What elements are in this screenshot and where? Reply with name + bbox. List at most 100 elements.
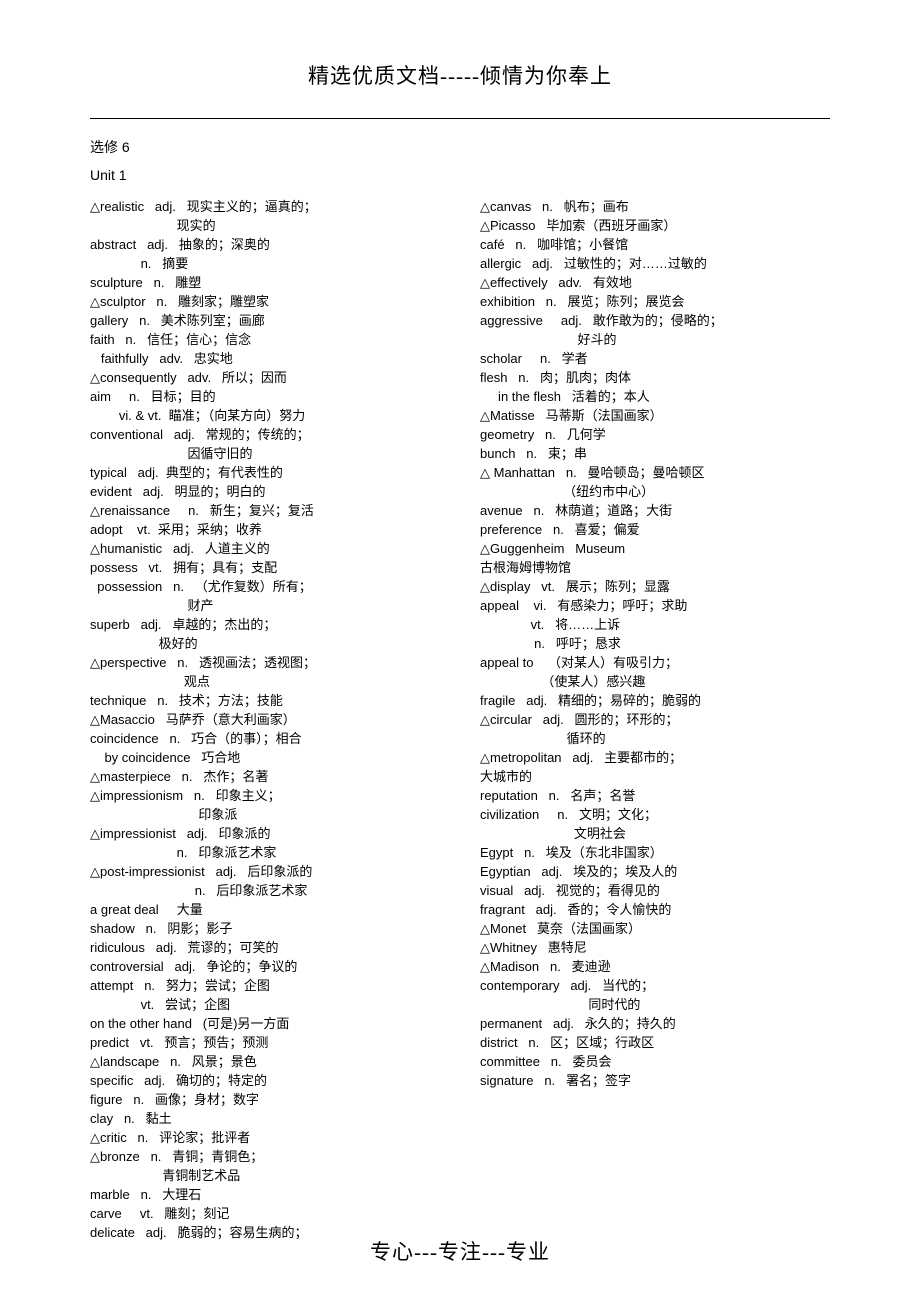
vocab-line: 好斗的 — [480, 330, 830, 349]
vocab-line: fragrant adj. 香的；令人愉快的 — [480, 900, 830, 919]
unit-label: Unit 1 — [90, 167, 830, 183]
vocab-line: faith n. 信任；信心；信念 — [90, 330, 440, 349]
vocab-line: n. 后印象派艺术家 — [90, 881, 440, 900]
vocab-line: 现实的 — [90, 216, 440, 235]
vocab-line: preference n. 喜爱；偏爱 — [480, 520, 830, 539]
vocab-line: shadow n. 阴影；影子 — [90, 919, 440, 938]
vocab-line: permanent adj. 永久的；持久的 — [480, 1014, 830, 1033]
vocab-line: 同时代的 — [480, 995, 830, 1014]
vocab-line: by coincidence 巧合地 — [90, 748, 440, 767]
vocab-line: figure n. 画像；身材；数字 — [90, 1090, 440, 1109]
vocab-line: vi. & vt. 瞄准；（向某方向）努力 — [90, 406, 440, 425]
vocab-line: in the flesh 活着的；本人 — [480, 387, 830, 406]
vocab-line: ridiculous adj. 荒谬的；可笑的 — [90, 938, 440, 957]
vocab-line: 古根海姆博物馆 — [480, 558, 830, 577]
vocab-line: n. 呼吁；恳求 — [480, 634, 830, 653]
vocab-line: evident adj. 明显的；明白的 — [90, 482, 440, 501]
vocab-line: vt. 将……上诉 — [480, 615, 830, 634]
vocab-line: n. 摘要 — [90, 254, 440, 273]
vocab-line: exhibition n. 展览；陈列；展览会 — [480, 292, 830, 311]
vocab-line: flesh n. 肉；肌肉；肉体 — [480, 368, 830, 387]
vocab-line: 因循守旧的 — [90, 444, 440, 463]
vocab-line: 循环的 — [480, 729, 830, 748]
vocab-line: （使某人）感兴趣 — [480, 672, 830, 691]
vocab-line: △circular adj. 圆形的；环形的； — [480, 710, 830, 729]
vocab-line: aggressive adj. 敢作敢为的；侵略的； — [480, 311, 830, 330]
vocab-line: controversial adj. 争论的；争议的 — [90, 957, 440, 976]
right-column: △canvas n. 帆布；画布△Picasso 毕加索（西班牙画家）café … — [480, 197, 830, 1242]
vocab-line: △masterpiece n. 杰作；名著 — [90, 767, 440, 786]
vocab-line: appeal to （对某人）有吸引力； — [480, 653, 830, 672]
vocab-line: civilization n. 文明；文化； — [480, 805, 830, 824]
vocab-line: marble n. 大理石 — [90, 1185, 440, 1204]
header-rule — [90, 118, 830, 119]
vocab-line: △renaissance n. 新生；复兴；复活 — [90, 501, 440, 520]
vocab-line: on the other hand (可是)另一方面 — [90, 1014, 440, 1033]
vocab-line: （纽约市中心） — [480, 482, 830, 501]
vocab-line: △Masaccio 马萨乔（意大利画家） — [90, 710, 440, 729]
vocab-line: △landscape n. 风景；景色 — [90, 1052, 440, 1071]
vocab-line: △Matisse 马蒂斯（法国画家） — [480, 406, 830, 425]
vocab-line: committee n. 委员会 — [480, 1052, 830, 1071]
vocab-line: fragile adj. 精细的；易碎的；脆弱的 — [480, 691, 830, 710]
vocab-line: △perspective n. 透视画法；透视图； — [90, 653, 440, 672]
vocab-line: 青铜制艺术品 — [90, 1166, 440, 1185]
vocab-line: △canvas n. 帆布；画布 — [480, 197, 830, 216]
vocab-line: △effectively adv. 有效地 — [480, 273, 830, 292]
vocab-line: 大城市的 — [480, 767, 830, 786]
section-label: 选修 6 — [90, 137, 830, 157]
vocab-line: 观点 — [90, 672, 440, 691]
vocab-line: faithfully adv. 忠实地 — [90, 349, 440, 368]
page-footer-title: 专心---专注---专业 — [0, 1236, 920, 1266]
vocab-line: vt. 尝试；企图 — [90, 995, 440, 1014]
vocab-line: café n. 咖啡馆；小餐馆 — [480, 235, 830, 254]
vocab-line: sculpture n. 雕塑 — [90, 273, 440, 292]
vocab-line: adopt vt. 采用；采纳；收养 — [90, 520, 440, 539]
vocab-line: appeal vi. 有感染力；呼吁；求助 — [480, 596, 830, 615]
vocab-line: 印象派 — [90, 805, 440, 824]
vocab-line: △critic n. 评论家；批评者 — [90, 1128, 440, 1147]
vocab-line: △bronze n. 青铜；青铜色； — [90, 1147, 440, 1166]
vocab-line: specific adj. 确切的；特定的 — [90, 1071, 440, 1090]
vocab-line: coincidence n. 巧合（的事）；相合 — [90, 729, 440, 748]
vocab-line: △humanistic adj. 人道主义的 — [90, 539, 440, 558]
left-column: △realistic adj. 现实主义的；逼真的； 现实的abstract a… — [90, 197, 440, 1242]
vocab-line: avenue n. 林荫道；道路；大街 — [480, 501, 830, 520]
vocab-line: △Madison n. 麦迪逊 — [480, 957, 830, 976]
vocab-line: attempt n. 努力；尝试；企图 — [90, 976, 440, 995]
vocab-line: gallery n. 美术陈列室；画廊 — [90, 311, 440, 330]
vocab-line: n. 印象派艺术家 — [90, 843, 440, 862]
vocab-line: carve vt. 雕刻；刻记 — [90, 1204, 440, 1223]
vocab-line: △post-impressionist adj. 后印象派的 — [90, 862, 440, 881]
vocab-line: △ Manhattan n. 曼哈顿岛；曼哈顿区 — [480, 463, 830, 482]
vocab-line: contemporary adj. 当代的； — [480, 976, 830, 995]
vocab-line: 财产 — [90, 596, 440, 615]
vocab-line: technique n. 技术；方法；技能 — [90, 691, 440, 710]
vocab-line: typical adj. 典型的；有代表性的 — [90, 463, 440, 482]
vocab-line: reputation n. 名声；名誉 — [480, 786, 830, 805]
vocab-line: △Monet 莫奈（法国画家） — [480, 919, 830, 938]
vocab-line: scholar n. 学者 — [480, 349, 830, 368]
vocab-line: superb adj. 卓越的；杰出的； — [90, 615, 440, 634]
vocab-line: district n. 区；区域；行政区 — [480, 1033, 830, 1052]
vocab-line: aim n. 目标；目的 — [90, 387, 440, 406]
vocab-line: △display vt. 展示；陈列；显露 — [480, 577, 830, 596]
vocab-line: △impressionism n. 印象主义； — [90, 786, 440, 805]
vocab-line: conventional adj. 常规的；传统的； — [90, 425, 440, 444]
vocab-line: geometry n. 几何学 — [480, 425, 830, 444]
vocab-line: △Guggenheim Museum — [480, 539, 830, 558]
vocab-line: possession n. （尤作复数）所有； — [90, 577, 440, 596]
vocab-line: Egypt n. 埃及（东北非国家） — [480, 843, 830, 862]
vocab-line: visual adj. 视觉的；看得见的 — [480, 881, 830, 900]
vocab-line: △Picasso 毕加索（西班牙画家） — [480, 216, 830, 235]
vocab-line: △metropolitan adj. 主要都市的； — [480, 748, 830, 767]
vocab-line: a great deal 大量 — [90, 900, 440, 919]
vocab-line: bunch n. 束；串 — [480, 444, 830, 463]
vocab-line: △impressionist adj. 印象派的 — [90, 824, 440, 843]
vocab-line: 文明社会 — [480, 824, 830, 843]
vocab-line: possess vt. 拥有；具有；支配 — [90, 558, 440, 577]
vocab-line: predict vt. 预言；预告；预测 — [90, 1033, 440, 1052]
page-header-title: 精选优质文档-----倾情为你奉上 — [90, 60, 830, 90]
vocab-line: 极好的 — [90, 634, 440, 653]
vocab-line: △consequently adv. 所以；因而 — [90, 368, 440, 387]
